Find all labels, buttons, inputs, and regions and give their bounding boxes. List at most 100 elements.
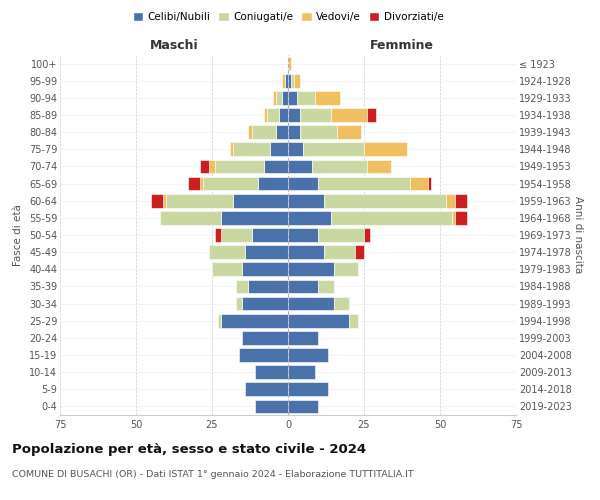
Bar bbox=[215, 160, 263, 173]
Bar bbox=[325, 246, 355, 259]
Bar bbox=[257, 176, 288, 190]
Bar bbox=[248, 126, 251, 139]
Bar bbox=[303, 142, 364, 156]
Bar bbox=[364, 228, 370, 242]
Bar bbox=[209, 160, 215, 173]
Bar bbox=[160, 211, 221, 224]
Bar bbox=[221, 314, 288, 328]
Bar bbox=[236, 280, 248, 293]
Bar bbox=[215, 228, 221, 242]
Bar bbox=[297, 91, 316, 104]
Bar bbox=[242, 296, 288, 310]
Bar bbox=[355, 246, 364, 259]
Bar bbox=[245, 382, 288, 396]
Bar bbox=[288, 296, 334, 310]
Bar bbox=[288, 74, 291, 88]
Y-axis label: Fasce di età: Fasce di età bbox=[13, 204, 23, 266]
Bar bbox=[209, 246, 245, 259]
Bar bbox=[288, 91, 297, 104]
Bar bbox=[251, 126, 276, 139]
Bar bbox=[288, 246, 325, 259]
Bar bbox=[452, 211, 455, 224]
Bar bbox=[367, 108, 376, 122]
Text: Maschi: Maschi bbox=[149, 38, 199, 52]
Bar bbox=[236, 296, 242, 310]
Bar bbox=[288, 262, 334, 276]
Bar bbox=[166, 194, 233, 207]
Bar bbox=[288, 56, 291, 70]
Bar bbox=[273, 91, 276, 104]
Bar bbox=[288, 314, 349, 328]
Text: Femmine: Femmine bbox=[370, 38, 434, 52]
Bar bbox=[288, 126, 300, 139]
Bar bbox=[254, 400, 288, 413]
Y-axis label: Anni di nascita: Anni di nascita bbox=[573, 196, 583, 274]
Bar bbox=[337, 126, 361, 139]
Bar bbox=[319, 280, 334, 293]
Bar bbox=[270, 142, 288, 156]
Bar bbox=[203, 176, 257, 190]
Bar bbox=[334, 296, 349, 310]
Bar bbox=[319, 176, 410, 190]
Bar bbox=[291, 74, 294, 88]
Bar bbox=[282, 91, 288, 104]
Bar bbox=[218, 314, 221, 328]
Bar bbox=[276, 91, 282, 104]
Bar bbox=[300, 108, 331, 122]
Bar bbox=[331, 108, 367, 122]
Bar bbox=[446, 194, 455, 207]
Bar bbox=[251, 228, 288, 242]
Bar bbox=[316, 91, 340, 104]
Bar bbox=[428, 176, 431, 190]
Bar bbox=[242, 262, 288, 276]
Bar bbox=[455, 194, 467, 207]
Bar bbox=[276, 126, 288, 139]
Bar bbox=[285, 74, 288, 88]
Legend: Celibi/Nubili, Coniugati/e, Vedovi/e, Divorziati/e: Celibi/Nubili, Coniugati/e, Vedovi/e, Di… bbox=[128, 8, 448, 26]
Bar bbox=[242, 331, 288, 344]
Bar bbox=[233, 142, 270, 156]
Bar bbox=[151, 194, 163, 207]
Bar bbox=[254, 366, 288, 379]
Bar bbox=[288, 176, 319, 190]
Bar bbox=[212, 262, 242, 276]
Bar bbox=[230, 142, 233, 156]
Bar bbox=[288, 211, 331, 224]
Bar bbox=[200, 160, 209, 173]
Bar bbox=[288, 194, 325, 207]
Bar bbox=[248, 280, 288, 293]
Bar bbox=[325, 194, 446, 207]
Bar bbox=[188, 176, 200, 190]
Bar bbox=[294, 74, 300, 88]
Bar bbox=[288, 348, 328, 362]
Bar bbox=[288, 280, 319, 293]
Bar bbox=[331, 211, 452, 224]
Bar bbox=[245, 246, 288, 259]
Bar bbox=[163, 194, 166, 207]
Bar bbox=[455, 211, 467, 224]
Bar bbox=[410, 176, 428, 190]
Bar bbox=[288, 108, 300, 122]
Bar bbox=[313, 160, 367, 173]
Bar bbox=[288, 331, 319, 344]
Bar bbox=[364, 142, 407, 156]
Bar bbox=[267, 108, 279, 122]
Bar bbox=[200, 176, 203, 190]
Bar bbox=[334, 262, 358, 276]
Bar bbox=[239, 348, 288, 362]
Bar bbox=[288, 142, 303, 156]
Bar bbox=[233, 194, 288, 207]
Bar bbox=[282, 74, 285, 88]
Bar bbox=[263, 108, 267, 122]
Bar bbox=[288, 400, 319, 413]
Bar bbox=[300, 126, 337, 139]
Text: Popolazione per età, sesso e stato civile - 2024: Popolazione per età, sesso e stato civil… bbox=[12, 442, 366, 456]
Bar bbox=[221, 228, 251, 242]
Bar bbox=[288, 228, 319, 242]
Bar bbox=[349, 314, 358, 328]
Bar bbox=[288, 382, 328, 396]
Bar bbox=[367, 160, 391, 173]
Bar bbox=[279, 108, 288, 122]
Bar bbox=[288, 366, 316, 379]
Bar bbox=[288, 160, 313, 173]
